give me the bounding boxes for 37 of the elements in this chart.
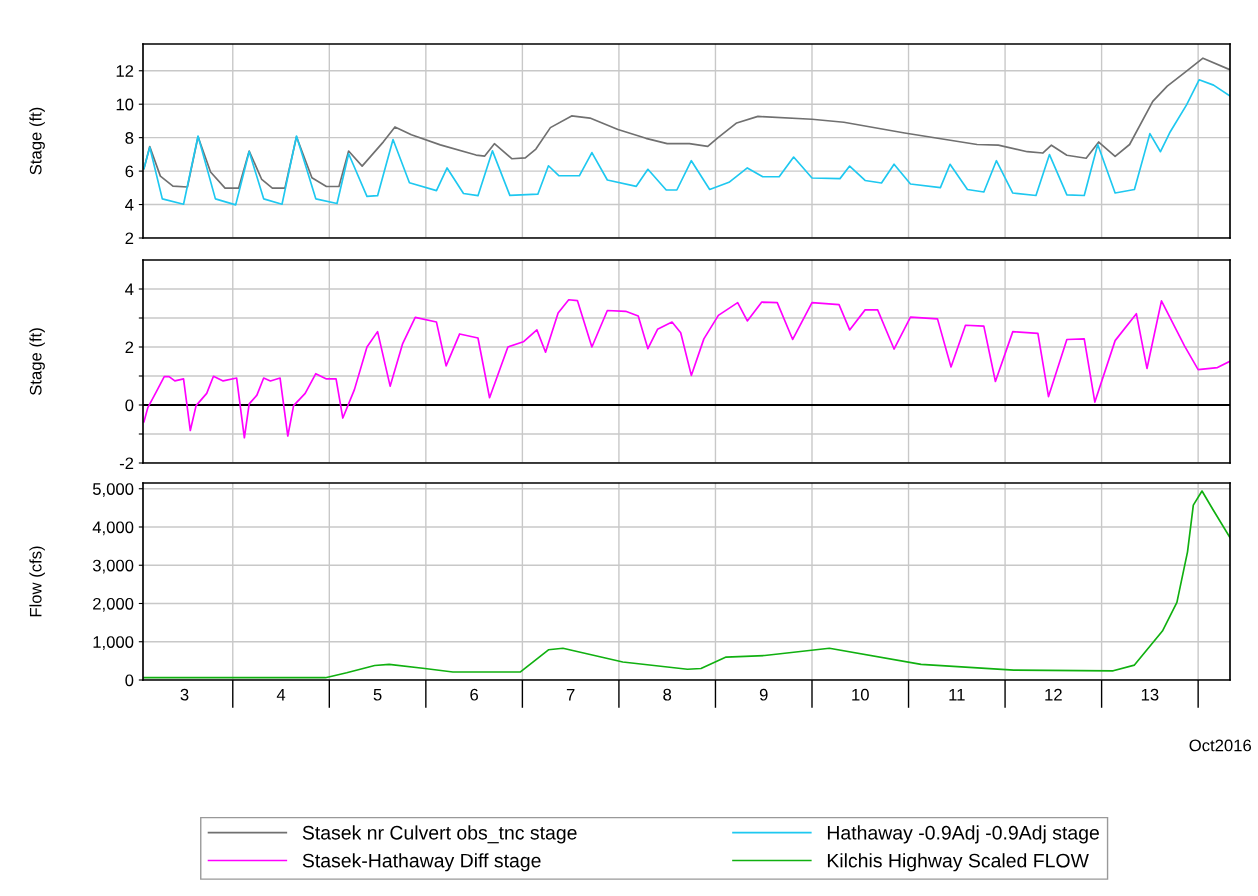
line-series bbox=[143, 57, 1230, 189]
y-tick-label: 1,000 bbox=[93, 636, 134, 650]
y-tick-label: 4,000 bbox=[92, 521, 134, 536]
y-tick-label: 2,000 bbox=[93, 597, 134, 612]
y-tick-label: 6 bbox=[125, 165, 134, 178]
line-series bbox=[143, 78, 1230, 206]
x-tick-label: 12 bbox=[1045, 688, 1062, 701]
x-tick-label: 6 bbox=[470, 688, 479, 701]
y-axis-title: Flow (cfs) bbox=[29, 546, 45, 617]
y-tick-label: 5,000 bbox=[92, 483, 134, 497]
x-tick-label: 11 bbox=[949, 688, 965, 701]
x-tick-label: 9 bbox=[759, 688, 768, 701]
x-tick-label: 10 bbox=[852, 688, 869, 701]
x-axis-title: Oct2016 bbox=[1189, 739, 1252, 752]
legend-label: Hathaway -0.9Adj -0.9Adj stage bbox=[827, 825, 1099, 844]
y-tick-label: 10 bbox=[116, 98, 134, 111]
x-tick-label: 7 bbox=[566, 688, 575, 701]
y-tick-label: 4 bbox=[125, 283, 134, 296]
legend-label: Stasek-Hathaway Diff stage bbox=[302, 853, 541, 872]
x-tick-label: 4 bbox=[276, 688, 286, 701]
y-tick-label: 8 bbox=[125, 132, 134, 144]
y-axis-title: Stage (ft) bbox=[29, 328, 45, 396]
y-tick-label: 4 bbox=[125, 199, 134, 211]
legend-label: Stasek nr Culvert obs_tnc stage bbox=[302, 825, 577, 844]
x-tick-label: 5 bbox=[373, 688, 382, 701]
y-tick-label: -2 bbox=[119, 457, 134, 470]
y-tick-label: 2 bbox=[125, 232, 134, 245]
y-axis-title: Stage (ft) bbox=[29, 107, 45, 175]
x-tick-label: 3 bbox=[180, 688, 189, 701]
y-tick-label: 0 bbox=[125, 399, 134, 412]
y-tick-label: 0 bbox=[125, 674, 134, 687]
y-tick-label: 12 bbox=[116, 65, 134, 77]
x-tick-label: 13 bbox=[1141, 688, 1159, 701]
y-tick-label: 3,000 bbox=[92, 559, 134, 574]
y-tick-label: 2 bbox=[125, 341, 134, 354]
legend-label: Kilchis Highway Scaled FLOW bbox=[827, 853, 1089, 872]
x-tick-label: 8 bbox=[663, 688, 672, 701]
